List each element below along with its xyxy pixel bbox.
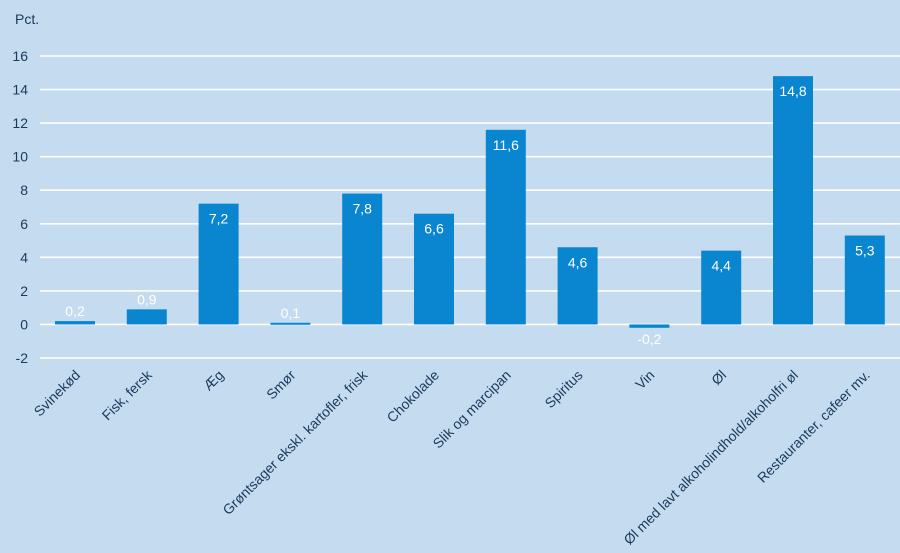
bar-value-label: 5,3 [855,243,875,259]
y-tick-label: 6 [20,216,28,232]
y-tick-label: 2 [20,283,28,299]
y-tick-label: 16 [12,48,28,64]
bar [629,324,670,328]
bar-value-label: 7,2 [209,211,229,227]
bar [198,203,239,325]
bar-value-label: 0,2 [65,303,85,319]
y-tick-label: 4 [20,249,28,265]
value-labels: 0,2 0,9 7,2 0,1 7,8 6,6 11,6 4,6 -0,2 4,4 14,8 5,3 [65,83,874,347]
y-tick-label: 10 [12,149,28,165]
bar-value-label: 14,8 [779,83,806,99]
y-tick-label: 14 [12,82,28,98]
bar [55,321,95,325]
bar [844,235,885,325]
bar-value-label: 7,8 [352,201,372,217]
y-tick-labels: -2 0 2 4 6 8 10 12 14 16 [12,48,28,366]
bar [270,322,311,325]
category-label: Chokolade [383,367,442,426]
y-tick-label: 12 [12,115,28,131]
bars [55,76,885,328]
bar-value-label: 6,6 [424,221,444,237]
category-label: Grøntsager ekskl. kartofler, frisk [219,366,371,518]
category-label: Slik og marcipan [429,367,513,451]
bar-value-label: 4,6 [568,254,588,270]
bar [701,250,742,325]
category-label: Øl [708,367,729,388]
category-label: Svinekød [31,367,84,420]
bar-value-label: 4,4 [711,258,731,274]
y-tick-label: 8 [20,182,28,198]
category-label: Smør [263,367,299,403]
bar [342,193,383,325]
bar-value-label: 0,9 [137,291,157,307]
y-axis-unit-label: Pct. [15,11,39,27]
gridlines [40,55,900,359]
category-label: Fisk, fersk [99,366,156,423]
bar [126,309,167,325]
bar [414,213,454,325]
bar-value-label: 11,6 [493,137,519,153]
y-tick-label: 0 [20,316,28,332]
bar [557,247,598,325]
bar-value-label: 0,1 [281,305,301,321]
y-tick-label: -2 [16,350,29,366]
bar [773,76,813,325]
bar-value-label: -0,2 [637,331,661,347]
category-label: Æg [200,367,227,394]
bar [485,129,526,325]
category-label: Vin [632,367,657,392]
category-label: Spiritus [541,367,585,411]
